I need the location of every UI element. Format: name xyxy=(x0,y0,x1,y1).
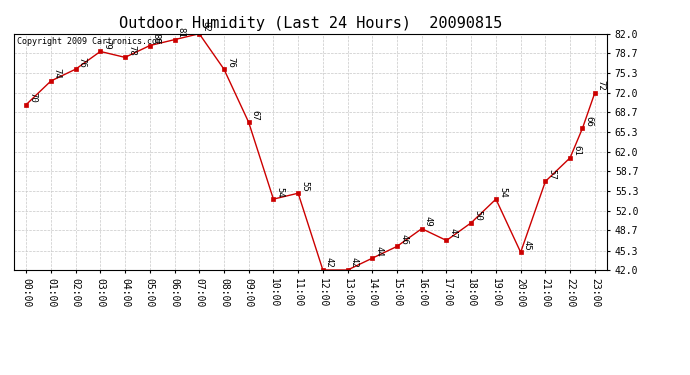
Text: 42: 42 xyxy=(325,258,334,268)
Text: 70: 70 xyxy=(28,92,37,103)
Text: 66: 66 xyxy=(584,116,593,126)
Text: 80: 80 xyxy=(152,33,161,44)
Text: 50: 50 xyxy=(473,210,482,221)
Text: 55: 55 xyxy=(300,181,309,192)
Text: 76: 76 xyxy=(77,57,86,68)
Text: 74: 74 xyxy=(53,69,62,79)
Text: 44: 44 xyxy=(374,246,383,256)
Text: 61: 61 xyxy=(572,145,581,156)
Text: 57: 57 xyxy=(547,169,556,180)
Text: 49: 49 xyxy=(424,216,433,227)
Title: Outdoor Humidity (Last 24 Hours)  20090815: Outdoor Humidity (Last 24 Hours) 2009081… xyxy=(119,16,502,31)
Text: 46: 46 xyxy=(399,234,408,244)
Text: 72: 72 xyxy=(597,80,606,91)
Text: 67: 67 xyxy=(250,110,259,121)
Text: 76: 76 xyxy=(226,57,235,68)
Text: 54: 54 xyxy=(275,187,284,197)
Text: 81: 81 xyxy=(177,27,186,38)
Text: 42: 42 xyxy=(350,258,359,268)
Text: 79: 79 xyxy=(102,39,111,50)
Text: 45: 45 xyxy=(522,240,531,250)
Text: 78: 78 xyxy=(127,45,136,56)
Text: 82: 82 xyxy=(201,21,210,32)
Text: 47: 47 xyxy=(448,228,457,239)
Text: Copyright 2009 Cartronics.com: Copyright 2009 Cartronics.com xyxy=(17,37,161,46)
Text: 54: 54 xyxy=(498,187,507,197)
